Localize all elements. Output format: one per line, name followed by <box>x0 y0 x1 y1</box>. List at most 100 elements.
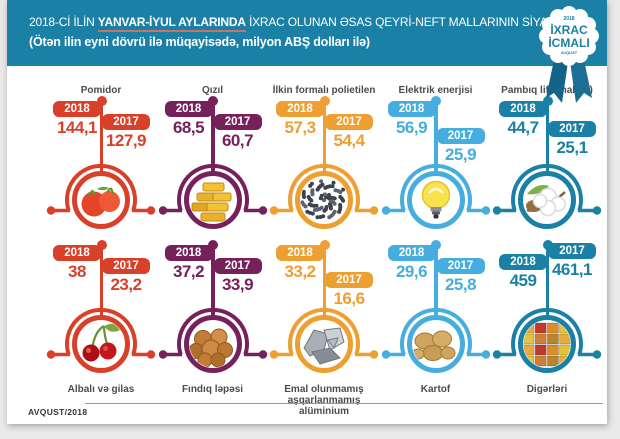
year-2017-pill: 2017 <box>102 114 150 130</box>
year-2017-group: 2017 33,9 <box>213 258 262 295</box>
year-2018-pill: 2018 <box>499 254 547 270</box>
stem-line <box>322 246 326 316</box>
header-band: 2018-Cİ İLİN YANVAR-İYUL AYLARINDA İXRAC… <box>7 0 607 66</box>
stem-top-dot <box>208 96 218 106</box>
cotton-icon <box>526 185 566 217</box>
right-dot <box>369 350 379 359</box>
left-dot <box>46 206 56 215</box>
product-card-hazelnuts: Fındıq ləpəsi 2018 37,2 2017 33,9 Fındıq… <box>158 240 267 417</box>
category-label: Elektrik enerjisi <box>398 85 473 96</box>
product-ring-illustration <box>381 307 490 373</box>
right-dot <box>146 350 156 359</box>
stem-top-dot <box>319 96 330 106</box>
product-card-aluminium: Emal olunmamış aşqarlanmamış alüminium 2… <box>269 240 379 417</box>
value-2017: 23,2 <box>110 275 142 294</box>
value-2018: 37,2 <box>172 262 205 281</box>
left-dot <box>381 206 390 215</box>
value-2017: 127,9 <box>105 131 147 150</box>
product-card-cherries: Albalı və gilas 2018 38 2017 23,2 Albalı… <box>46 240 156 417</box>
stem-top-dot <box>542 96 553 106</box>
value-2018: 29,6 <box>395 262 428 281</box>
badge-line2: İCMALI <box>548 35 589 50</box>
product-card-potatoes: Kartof 2018 29,6 2017 25,8 Kartof <box>381 240 490 417</box>
value-2018: 38 <box>68 262 86 281</box>
product-row-1: Pomidor 2018 144,1 2017 127,9 Pomidor Qı… <box>46 72 602 238</box>
value-2017: 60,7 <box>221 131 254 150</box>
comparison-chart: 2018 459 2017 461,1 <box>493 240 601 316</box>
year-2017-pill: 2017 <box>213 258 262 274</box>
year-2017-group: 2017 60,7 <box>213 114 262 151</box>
year-2018-group: 2018 57,3 <box>276 101 324 138</box>
year-2018-pill: 2018 <box>387 245 436 261</box>
product-card-polyethylene-granules: İlkin formalı polietilen 2018 57,3 2017 … <box>269 72 379 238</box>
value-2017: 25,8 <box>444 275 477 294</box>
year-2018-pill: 2018 <box>53 245 101 261</box>
ribbon-right <box>570 55 592 103</box>
year-2017-group: 2017 25,1 <box>548 121 596 158</box>
year-2017-pill: 2017 <box>436 128 485 144</box>
value-2017: 461,1 <box>551 260 593 279</box>
comparison-chart: 2018 29,6 2017 25,8 <box>382 240 490 316</box>
right-dot <box>592 206 602 215</box>
left-dot <box>269 350 279 359</box>
stem-top-dot <box>431 96 441 106</box>
right-dot <box>481 350 490 359</box>
title-suffix: İXRAC OLUNAN ƏSAS QEYRİ-NEFT MALLARININ … <box>245 15 571 29</box>
comparison-chart: 2018 56,9 2017 25,9 <box>382 96 490 172</box>
left-dot <box>158 350 167 359</box>
product-ring-illustration <box>269 163 379 229</box>
product-card-gold-bars: Qızıl 2018 68,5 2017 60,7 Qızıl <box>158 72 267 238</box>
comparison-chart: 2018 68,5 2017 60,7 <box>159 96 267 172</box>
product-card-containers: Digərləri 2018 459 2017 461,1 Digərləri <box>492 240 602 417</box>
category-label: Pomidor <box>80 85 122 96</box>
year-2018-group: 2018 37,2 <box>164 245 213 282</box>
value-2017: 25,1 <box>556 138 588 157</box>
category-label: İlkin formalı polietilen <box>272 85 376 96</box>
year-2018-pill: 2018 <box>387 101 436 117</box>
year-2017-group: 2017 54,4 <box>325 114 373 151</box>
left-dot <box>492 350 502 359</box>
year-2018-pill: 2018 <box>164 101 213 117</box>
category-label: Pambıq lifi (mahlıc) <box>501 85 593 96</box>
year-2017-pill: 2017 <box>436 258 485 274</box>
value-2018: 44,7 <box>507 118 539 137</box>
year-2017-group: 2017 461,1 <box>548 243 596 280</box>
product-card-cotton: Pambıq lifi (mahlıc) 2018 44,7 2017 25,1… <box>492 72 602 238</box>
stem-line <box>99 246 103 316</box>
year-2017-group: 2017 16,6 <box>325 272 373 309</box>
stem-line <box>434 246 438 316</box>
stem-line <box>434 102 438 172</box>
ribbon-left <box>546 55 568 103</box>
year-2017-pill: 2017 <box>325 272 373 288</box>
year-2018-group: 2018 29,6 <box>387 245 436 282</box>
right-dot <box>258 350 267 359</box>
left-dot <box>269 206 279 215</box>
product-ring-illustration <box>269 307 379 373</box>
value-2018: 68,5 <box>172 118 205 137</box>
year-2018-group: 2018 38 <box>53 245 101 282</box>
value-2017: 16,6 <box>333 289 365 308</box>
left-dot <box>158 206 167 215</box>
category-label: Emal olunmamış aşqarlanmamış alüminium <box>284 384 364 417</box>
stem-line <box>211 102 215 172</box>
potatoes-icon <box>412 330 455 361</box>
title-prefix: 2018-Cİ İLİN <box>29 15 98 29</box>
right-dot <box>146 206 156 215</box>
product-grid: Pomidor 2018 144,1 2017 127,9 Pomidor Qı… <box>7 72 607 417</box>
comparison-chart: 2018 44,7 2017 25,1 <box>493 96 601 172</box>
value-2017: 25,9 <box>444 145 477 164</box>
light-bulb-icon <box>421 180 450 219</box>
year-2017-group: 2017 23,2 <box>102 258 150 295</box>
stem-top-dot <box>542 240 553 250</box>
value-2018: 459 <box>509 271 537 290</box>
stem-line <box>211 246 215 316</box>
category-label: Kartof <box>420 384 451 395</box>
product-row-2: Albalı və gilas 2018 38 2017 23,2 Albalı… <box>46 240 602 417</box>
value-2018: 33,2 <box>284 262 316 281</box>
gold-bars-icon <box>191 182 231 222</box>
comparison-chart: 2018 57,3 2017 54,4 <box>270 96 378 172</box>
year-2018-pill: 2018 <box>276 101 324 117</box>
stem-top-dot <box>96 240 107 250</box>
right-dot <box>481 206 490 215</box>
comparison-chart: 2018 144,1 2017 127,9 <box>47 96 155 172</box>
